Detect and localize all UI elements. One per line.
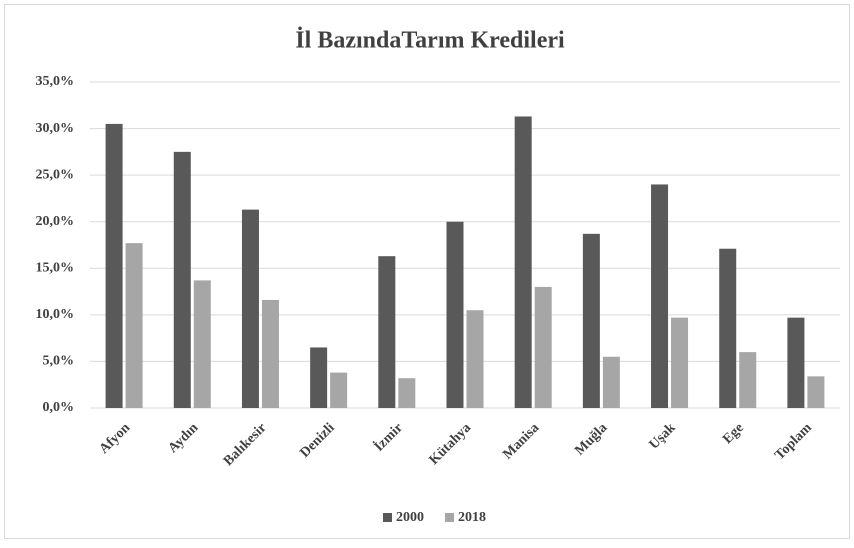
legend-label: 2018 [458, 510, 486, 525]
bar [105, 123, 123, 409]
bar [739, 352, 757, 408]
bar [787, 317, 805, 408]
bar [582, 233, 600, 408]
bar [125, 243, 143, 408]
y-tick-label: 20,0% [36, 214, 75, 229]
legend-label: 2000 [396, 510, 424, 525]
bar [378, 256, 396, 408]
y-tick-label: 30,0% [36, 121, 75, 136]
bar [514, 116, 532, 408]
bar [398, 378, 416, 408]
bar [719, 248, 737, 408]
bar [446, 221, 464, 408]
legend-swatch [445, 513, 454, 522]
y-tick-label: 25,0% [36, 167, 75, 182]
bar [602, 356, 620, 408]
bar [671, 317, 689, 408]
chart-title: İl BazındaTarım Kredileri [295, 28, 565, 54]
bar [241, 209, 259, 408]
bar [261, 299, 279, 408]
bar [466, 310, 484, 408]
y-tick-label: 15,0% [36, 261, 75, 276]
bar [173, 151, 191, 408]
bar [193, 280, 211, 408]
legend-swatch [383, 513, 392, 522]
chart-border [4, 4, 850, 539]
bar [310, 347, 328, 408]
bar [651, 184, 669, 408]
y-tick-label: 5,0% [43, 354, 75, 369]
y-tick-label: 10,0% [36, 307, 75, 322]
bar [330, 372, 348, 408]
y-tick-label: 35,0% [36, 74, 75, 89]
y-tick-label: 0,0% [43, 400, 75, 415]
bar [534, 286, 552, 408]
bar [807, 376, 825, 408]
